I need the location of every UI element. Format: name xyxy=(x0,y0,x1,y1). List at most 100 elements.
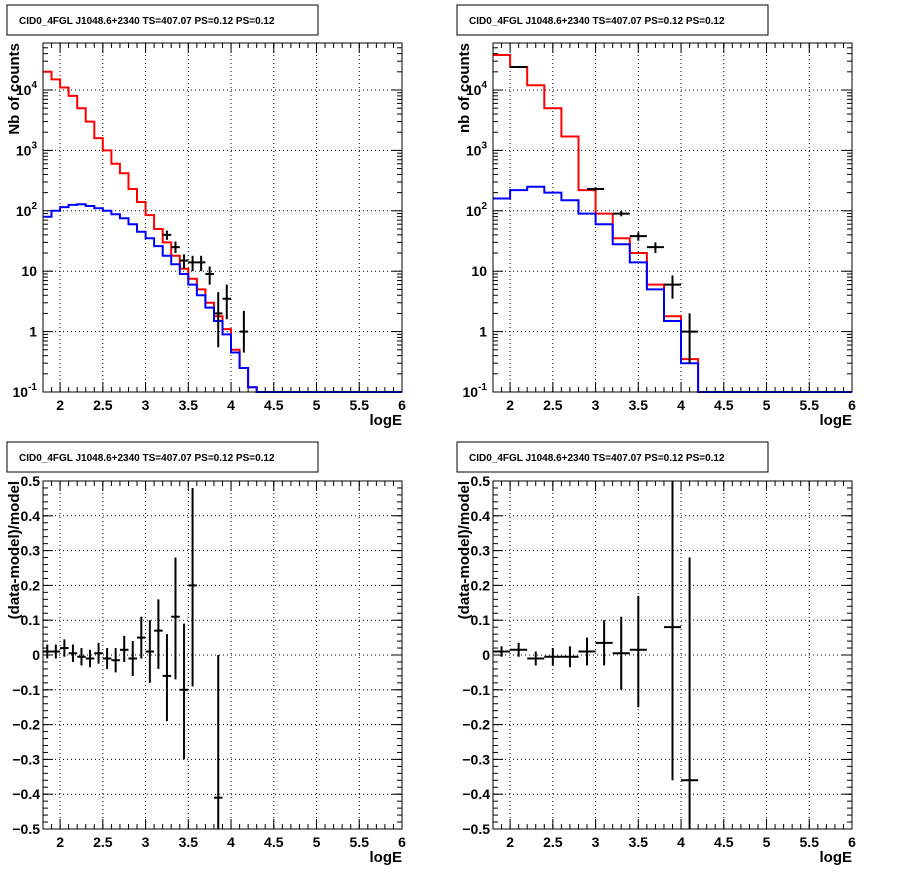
data-point xyxy=(188,255,197,272)
data-point xyxy=(629,595,647,708)
y-axis-title: (data-model)/model xyxy=(456,481,473,619)
x-tick-label: 5.5 xyxy=(350,397,370,413)
y-axis-title: (data-model)/model xyxy=(6,481,23,619)
y-tick-label: 102 xyxy=(16,201,38,219)
y-tick-label: −0.2 xyxy=(12,717,40,733)
chart-title: CID0_4FGL J1048.6+2340 TS=407.07 PS=0.12… xyxy=(19,453,275,464)
y-tick-label: 0.2 xyxy=(21,577,41,593)
data-point xyxy=(171,557,180,680)
y-tick-label: −0.2 xyxy=(462,717,490,733)
x-tick-label: 2.5 xyxy=(543,397,563,413)
data-point xyxy=(145,620,155,683)
y-tick-label: −0.3 xyxy=(462,751,490,767)
x-tick-label: 2.5 xyxy=(93,397,113,413)
y-tick-label: 10-1 xyxy=(463,382,488,400)
x-tick-label: 4.5 xyxy=(714,397,734,413)
x-tick-label: 2.5 xyxy=(543,834,563,850)
y-tick-label: 0.3 xyxy=(471,543,491,559)
x-tick-label: 3.5 xyxy=(629,397,649,413)
model-total-histogram xyxy=(43,70,402,393)
x-tick-label: 6 xyxy=(398,834,406,850)
x-tick-label: 3.5 xyxy=(179,834,199,850)
title-box xyxy=(456,441,769,473)
x-tick-label: 2 xyxy=(56,397,64,413)
y-tick-label: 0.3 xyxy=(21,543,41,559)
x-tick-label: 5.5 xyxy=(350,834,370,850)
y-tick-label: 0.5 xyxy=(471,473,491,489)
title-box xyxy=(456,4,769,36)
data-point xyxy=(629,232,647,241)
data-point xyxy=(663,275,682,299)
data-point xyxy=(612,616,630,690)
data-point xyxy=(493,646,511,657)
data-point xyxy=(510,642,528,657)
data-point xyxy=(171,241,180,254)
x-tick-label: 3 xyxy=(142,834,150,850)
x-tick-label: 4.5 xyxy=(264,834,284,850)
y-tick-label: 10 xyxy=(21,263,37,279)
data-point xyxy=(111,648,120,673)
data-point xyxy=(85,649,95,668)
data-point xyxy=(43,644,52,659)
x-tick-label: 4 xyxy=(227,834,235,850)
x-tick-label: 3.5 xyxy=(629,834,649,850)
y-tick-label: 103 xyxy=(466,140,488,158)
y-axis-title: nb of counts xyxy=(456,43,473,133)
data-point xyxy=(587,187,605,191)
x-tick-label: 2.5 xyxy=(93,834,113,850)
x-tick-label: 4.5 xyxy=(264,397,284,413)
data-point xyxy=(544,648,562,666)
x-tick-label: 5.5 xyxy=(800,397,820,413)
x-tick-label: 3 xyxy=(592,397,600,413)
x-tick-label: 6 xyxy=(848,397,856,413)
data-point xyxy=(222,284,232,320)
data-point xyxy=(179,254,189,269)
y-tick-label: 0.4 xyxy=(471,508,491,524)
data-point xyxy=(51,644,61,659)
data-point xyxy=(162,634,172,722)
y-tick-label: −0.5 xyxy=(462,821,490,837)
y-tick-label: 102 xyxy=(466,201,488,219)
x-tick-label: 3 xyxy=(592,834,600,850)
y-tick-label: 0 xyxy=(32,647,40,663)
y-tick-label: 0.4 xyxy=(21,508,41,524)
y-tick-label: −0.4 xyxy=(12,786,40,802)
x-tick-label: 2 xyxy=(506,834,514,850)
y-tick-label: 1 xyxy=(479,324,487,340)
data-point xyxy=(561,646,579,668)
x-tick-label: 6 xyxy=(398,397,406,413)
x-tick-label: 5 xyxy=(313,397,321,413)
plot-frame xyxy=(492,42,853,393)
panel-residuals-right: CID0_4FGL J1048.6+2340 TS=407.07 PS=0.12… xyxy=(456,441,856,866)
panels: CID0_4FGL J1048.6+2340 TS=407.07 PS=0.12… xyxy=(6,4,856,866)
x-axis-title: logE xyxy=(820,849,853,866)
data-point xyxy=(102,648,112,669)
title-box xyxy=(6,4,319,36)
plot-frame xyxy=(492,480,853,830)
data-point xyxy=(60,639,69,657)
data-point xyxy=(681,313,699,364)
x-tick-label: 5 xyxy=(763,397,771,413)
chart-title: CID0_4FGL J1048.6+2340 TS=407.07 PS=0.12… xyxy=(19,16,275,27)
data-point xyxy=(681,557,699,829)
data-point xyxy=(646,242,664,254)
data-point xyxy=(578,637,596,666)
y-tick-label: 0.1 xyxy=(21,612,41,628)
data-point xyxy=(663,481,682,781)
data-point xyxy=(128,641,138,676)
y-tick-label: 104 xyxy=(466,80,488,98)
y-tick-label: −0.4 xyxy=(462,786,490,802)
y-tick-label: 0.5 xyxy=(21,473,41,489)
x-tick-label: 3.5 xyxy=(179,397,199,413)
data-point xyxy=(68,644,78,662)
x-tick-label: 4 xyxy=(677,397,685,413)
y-tick-label: 104 xyxy=(16,80,38,98)
y-tick-label: 10 xyxy=(471,263,487,279)
x-tick-label: 5 xyxy=(763,834,771,850)
data-point xyxy=(527,651,545,666)
x-axis-title: logE xyxy=(820,412,853,429)
data-point xyxy=(196,255,206,272)
x-tick-label: 5 xyxy=(313,834,321,850)
x-tick-label: 4.5 xyxy=(714,834,734,850)
x-axis-title: logE xyxy=(370,849,403,866)
